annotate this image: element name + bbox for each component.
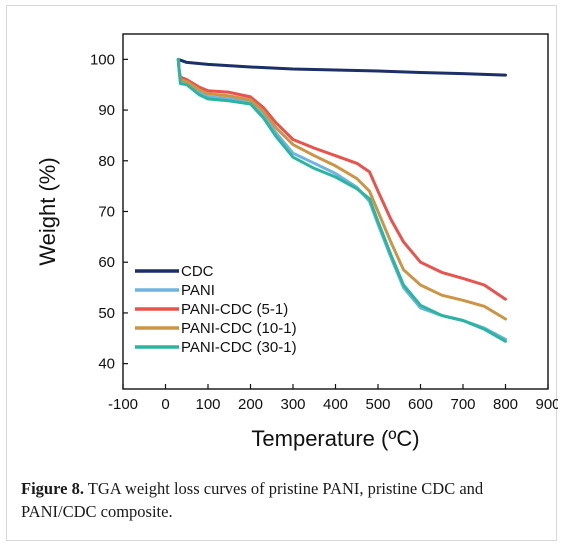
series-line-1 [176,57,507,77]
x-tick-label: 700 [450,396,475,413]
x-tick-label: 800 [493,396,518,413]
x-tick-label: 900 [535,396,558,413]
x-tick-label: 100 [195,396,220,413]
caption-text: TGA weight loss curves of pristine PANI,… [21,479,484,521]
x-tick-label: -100 [108,396,138,413]
series-line-3 [176,57,507,301]
legend-label: CDC [181,263,214,280]
y-tick-label: 60 [98,254,115,271]
y-tick-label: 100 [90,51,115,68]
legend-label: PANI-CDC (10-1) [181,320,297,337]
legend-label: PANI-CDC (5-1) [181,301,288,318]
figure-frame: -100 0 100 200 300 400 500 600 700 800 900 40 50 60 70… [6,5,558,541]
y-tick-label: 40 [98,356,115,373]
series-line-2 [176,57,507,341]
y-tick-label: 50 [98,305,115,322]
legend-label: PANI [181,282,215,299]
x-tick-label: 400 [323,396,348,413]
x-tick-label: 300 [280,396,305,413]
legend-label: PANI-CDC (30-1) [181,339,297,356]
series-line-5 [176,57,507,343]
x-axis-title: Temperature (ºC) [251,426,419,451]
y-tick-label: 80 [98,153,115,170]
figure-caption: Figure 8. TGA weight loss curves of pris… [21,477,551,523]
tga-chart: -100 0 100 200 300 400 500 600 700 800 900 40 50 60 70… [35,33,558,451]
y-axis-title: Weight (%) [35,157,60,265]
x-tick-label: 500 [365,396,390,413]
x-tick-label: 600 [408,396,433,413]
x-tick-label: 0 [161,396,169,413]
x-tick-label: 200 [238,396,263,413]
y-tick-label: 70 [98,204,115,221]
figure-label: Figure 8. [21,479,84,498]
y-tick-label: 90 [98,102,115,119]
series-line-4 [176,57,507,321]
